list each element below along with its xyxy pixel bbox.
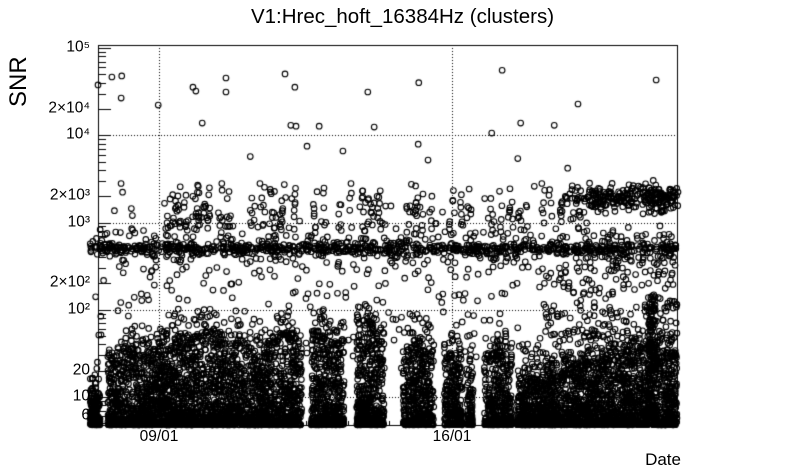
y-tick-label: 10³: [67, 212, 90, 230]
y-tick-label: 10⁴: [66, 125, 90, 143]
y-tick-label: 10: [72, 387, 90, 405]
x-tick-label: 16/01: [432, 428, 472, 445]
y-tick-label: 10²: [67, 300, 90, 318]
x-tick-label: 09/01: [139, 428, 179, 445]
y-tick-label: 10⁵: [66, 38, 90, 56]
plot-title: V1:Hrec_hoft_16384Hz (clusters): [250, 5, 555, 28]
y-tick-label: 6: [81, 406, 90, 424]
x-axis-label: Date: [645, 450, 681, 469]
y-axis-label: SNR: [5, 56, 32, 107]
y-tick-label: 20: [72, 361, 90, 379]
y-tick-label: 2×10³: [49, 186, 90, 204]
y-tick-label: 2×10⁴: [48, 99, 90, 117]
y-tick-label: 2×10²: [49, 273, 90, 291]
